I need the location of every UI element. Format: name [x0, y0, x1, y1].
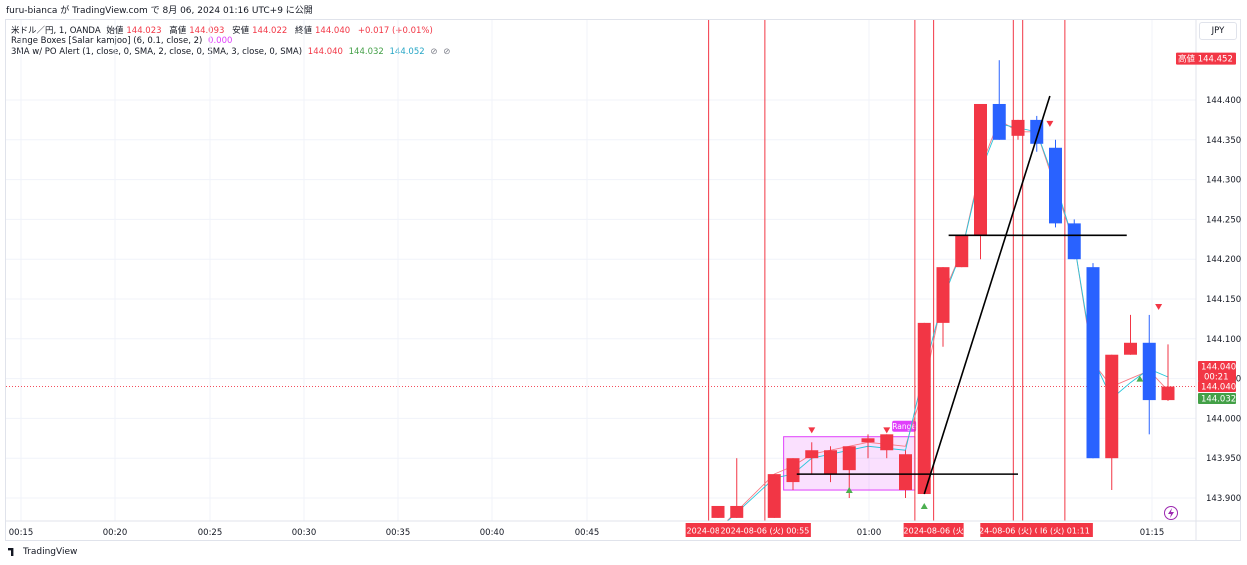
time-tag-text: I6 (火) 01:11	[1040, 527, 1090, 536]
candle-body	[1049, 147, 1062, 224]
last-price-tag-bg	[1198, 361, 1236, 381]
candle-body	[880, 434, 894, 451]
range-boxes-label[interactable]: Range Boxes [Salar kamjoo] (6, 0.1, clos…	[11, 36, 203, 46]
time-tag-text: 2024-08-06 (火) 00:55	[720, 527, 809, 536]
candle-body	[1124, 342, 1137, 355]
lightning-bolt-icon	[1168, 508, 1174, 518]
signal-up-triangle	[1136, 375, 1144, 382]
change-value: +0.017 (+0.01%)	[357, 26, 433, 36]
candle-body	[730, 505, 744, 518]
time-tag-text: 2024-08-06 (火	[687, 527, 747, 536]
signal-up-triangle	[845, 487, 853, 494]
range-label: Range	[892, 422, 916, 431]
ma-red-price-tag-text: 144.040	[1201, 383, 1236, 393]
candle-body	[767, 474, 781, 518]
tradingview-logo-icon	[8, 548, 14, 556]
ma-value-1: 144.040	[307, 47, 343, 57]
candle-body	[974, 103, 987, 236]
x-tick-label: 01:00	[857, 528, 882, 538]
hide-eye-icon[interactable]: ⊘	[430, 47, 438, 57]
candle-body	[711, 505, 725, 518]
x-tick-label: 00:35	[386, 528, 411, 538]
last-price-tag-text: 00:21	[1204, 373, 1229, 383]
x-tick-label: 00:20	[103, 528, 128, 538]
time-tag-text: 2024-08-06 (火	[904, 527, 964, 536]
candle-body	[1105, 354, 1119, 459]
time-tag-bg	[903, 523, 964, 537]
candle-body	[1142, 342, 1156, 401]
y-tick-label: 144.200	[1206, 255, 1241, 265]
range-boxes-legend[interactable]: Range Boxes [Salar kamjoo] (6, 0.1, clos…	[11, 36, 235, 46]
y-tick-label: 143.900	[1206, 494, 1241, 504]
ma-red-price-tag-bg	[1198, 381, 1236, 392]
low-value: 144.022	[252, 26, 288, 36]
time-tag-bg	[1036, 523, 1093, 537]
signal-up-triangle	[920, 502, 928, 509]
ma-legend[interactable]: 3MA w/ PO Alert (1, close, 0, SMA, 2, cl…	[11, 47, 453, 57]
candle-body	[1161, 386, 1175, 401]
x-tick-label: 00:30	[292, 528, 317, 538]
y-tick-label: 144.300	[1206, 176, 1241, 186]
ma-green-price-tag-text: 144.032	[1201, 395, 1236, 405]
candle-body	[1067, 223, 1081, 260]
range-boxes-value: 0.000	[208, 36, 233, 46]
close-value: 144.040	[315, 26, 351, 36]
ma-value-2: 144.032	[348, 47, 384, 57]
y-tick-label: 144.250	[1206, 215, 1241, 225]
ma-label[interactable]: 3MA w/ PO Alert (1, close, 0, SMA, 2, cl…	[11, 47, 303, 57]
candle-body	[786, 458, 800, 483]
signal-down-triangle	[883, 427, 891, 434]
tradingview-brand: TradingView	[8, 547, 77, 557]
candle-body	[824, 450, 837, 475]
plot-area: Range	[6, 20, 1196, 521]
candle-body	[917, 322, 931, 495]
y-tick-label: 143.950	[1206, 454, 1241, 464]
high-price-tag-bg	[1176, 52, 1236, 65]
chart-frame[interactable]	[5, 19, 1241, 541]
brand-label: TradingView	[23, 547, 78, 557]
y-tick-label: 144.400	[1206, 96, 1241, 106]
candle-body	[936, 267, 950, 323]
x-tick-label: 00:45	[575, 528, 600, 538]
currency-button[interactable]: JPY	[1199, 22, 1237, 40]
candle-body	[1011, 119, 1025, 136]
x-tick-label: 00:25	[198, 528, 223, 538]
ma-green-price-tag-bg	[1198, 393, 1236, 404]
y-tick-label: 144.350	[1206, 136, 1241, 146]
signal-down-triangle	[1155, 303, 1163, 310]
x-tick-label: 01:15	[1140, 528, 1165, 538]
y-tick-label: 144.100	[1206, 335, 1241, 345]
low-label: 安値	[232, 26, 250, 36]
candle-body	[842, 446, 856, 471]
y-tick-label: 144.150	[1206, 295, 1241, 305]
candle-body	[955, 235, 969, 268]
high-price-tag-label: 高値 144.452	[1178, 54, 1233, 65]
ma-value-3: 144.052	[389, 47, 425, 57]
candle-body	[992, 103, 1006, 140]
x-tick-label: 00:40	[480, 528, 505, 538]
x-tick-label: 00:15	[9, 528, 34, 538]
symbol-label[interactable]: 米ドル／円, 1, OANDA	[11, 26, 101, 36]
candle-body	[861, 438, 875, 443]
high-value: 144.093	[189, 26, 225, 36]
time-tag-bg	[718, 523, 811, 537]
y-tick-label: 144.000	[1206, 414, 1241, 424]
candle-body	[899, 454, 912, 491]
time-tag-text: 2024-08-06 (火) 01:08	[969, 527, 1058, 536]
publish-header: furu-bianca が TradingView.com で 8月 06, 2…	[6, 6, 313, 16]
signal-down-triangle	[808, 427, 816, 434]
candle-body	[1086, 267, 1100, 459]
time-tag-bg	[980, 523, 1047, 537]
signal-down-triangle	[1046, 120, 1054, 127]
last-price-tag-text: 144.040	[1201, 363, 1236, 373]
open-value: 144.023	[126, 26, 162, 36]
high-label: 高値	[169, 26, 187, 36]
trendline	[923, 95, 1051, 495]
close-label: 終値	[294, 26, 312, 36]
settings-icon[interactable]: ⊘	[443, 47, 451, 57]
candle-body	[805, 450, 819, 459]
